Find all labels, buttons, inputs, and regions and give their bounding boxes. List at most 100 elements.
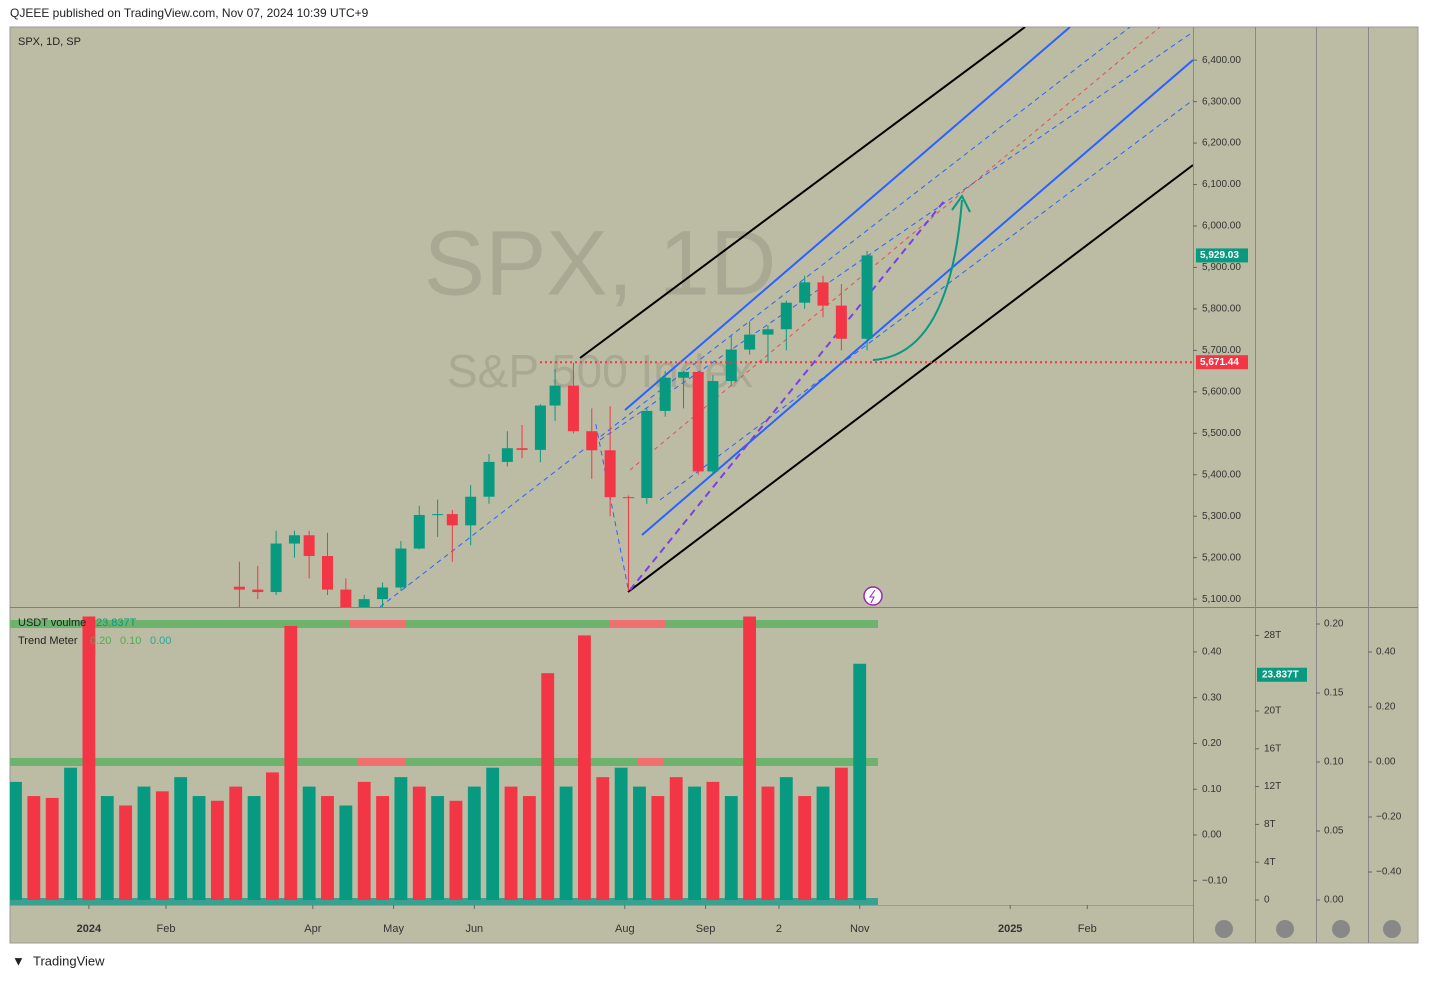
volume-bar bbox=[724, 796, 738, 900]
volume-bar bbox=[743, 616, 757, 900]
volume-bar bbox=[449, 800, 463, 900]
y-tick-label: 5,900.00 bbox=[1202, 262, 1241, 273]
candle-body bbox=[799, 282, 811, 303]
volume-bar bbox=[27, 796, 41, 900]
y-tick-label: 16T bbox=[1264, 743, 1281, 754]
volume-bar bbox=[339, 805, 353, 900]
x-tick-label: 2 bbox=[776, 923, 782, 935]
volume-bar bbox=[633, 786, 646, 900]
candle-body bbox=[413, 514, 425, 549]
price-pane bbox=[233, 250, 1193, 607]
candle-body bbox=[692, 371, 704, 472]
volume-bar bbox=[596, 777, 610, 900]
candle-body bbox=[516, 448, 528, 450]
volume-bar bbox=[210, 800, 224, 900]
event-icon[interactable] bbox=[863, 586, 883, 606]
trend-legend-value: 0.10 bbox=[120, 635, 141, 647]
trend-strip bbox=[10, 898, 878, 905]
publisher-header: QJEEE published on TradingView.com, Nov … bbox=[10, 6, 369, 20]
candle-body bbox=[835, 305, 847, 339]
x-tick-label: Aug bbox=[615, 923, 635, 935]
last-value-box bbox=[1257, 667, 1307, 682]
volume-bar bbox=[578, 635, 591, 900]
y-tick-label: 12T bbox=[1264, 781, 1281, 792]
volume-bar bbox=[467, 786, 481, 900]
trend-legend-value: 0.20 bbox=[90, 635, 111, 647]
volume-bar bbox=[247, 796, 261, 900]
candle-body bbox=[270, 543, 282, 593]
y-tick-label: 6,200.00 bbox=[1202, 138, 1241, 149]
volume-bar bbox=[155, 791, 169, 900]
y-tick-label: 6,400.00 bbox=[1202, 55, 1241, 66]
candle-body bbox=[340, 589, 352, 607]
watermark: SPX, 1D bbox=[424, 212, 777, 314]
volume-bar bbox=[706, 781, 720, 900]
y-tick-label: 0.00 bbox=[1202, 830, 1222, 841]
trend-strip-red bbox=[350, 620, 405, 628]
candle-body bbox=[861, 255, 873, 339]
volume-bar bbox=[688, 786, 701, 900]
volume-bar bbox=[651, 796, 665, 900]
axis-button[interactable] bbox=[1383, 920, 1401, 938]
candle-body bbox=[659, 377, 671, 411]
candle-body bbox=[567, 385, 579, 432]
y-tick-label: 0.30 bbox=[1202, 692, 1222, 703]
y-tick-label: −0.40 bbox=[1376, 867, 1402, 878]
y-tick-label: 0.15 bbox=[1324, 688, 1344, 699]
y-tick-label: 28T bbox=[1264, 630, 1281, 641]
y-tick-label: 0.40 bbox=[1376, 647, 1396, 658]
volume-bar bbox=[100, 796, 114, 900]
axis-button[interactable] bbox=[1215, 920, 1233, 938]
candle-body bbox=[549, 385, 561, 406]
y-tick-label: 5,500.00 bbox=[1202, 428, 1241, 439]
y-tick-label: 0.10 bbox=[1202, 784, 1222, 795]
y-tick-label: 6,300.00 bbox=[1202, 96, 1241, 107]
volume-bar bbox=[522, 796, 536, 900]
x-tick-label: Nov bbox=[850, 923, 870, 935]
level-label: 5,671.44 bbox=[1200, 357, 1239, 368]
volume-bar bbox=[64, 767, 77, 900]
trend-legend: Trend Meter bbox=[18, 635, 78, 647]
channel-line bbox=[624, 27, 1071, 411]
arrow-head bbox=[951, 194, 971, 213]
volume-bar bbox=[669, 777, 683, 900]
volume-pane bbox=[10, 616, 878, 905]
trend-strip-red bbox=[610, 620, 665, 628]
y-tick-label: 0.10 bbox=[1324, 757, 1344, 768]
candle-body bbox=[762, 329, 774, 335]
y-tick-label: 0.00 bbox=[1376, 757, 1396, 768]
y-tick-label: 0.20 bbox=[1376, 702, 1396, 713]
trend-strip-red bbox=[637, 758, 663, 766]
volume-bar bbox=[559, 786, 573, 900]
volume-bar bbox=[376, 796, 389, 900]
candle-body bbox=[483, 461, 495, 497]
volume-bar bbox=[834, 767, 848, 900]
channel-line bbox=[579, 27, 1026, 359]
volume-bar bbox=[798, 796, 812, 900]
y-tick-label: −0.10 bbox=[1202, 875, 1228, 886]
volume-bar bbox=[541, 673, 555, 900]
y-tick-label: −0.20 bbox=[1376, 812, 1402, 823]
symbol-legend: SPX, 1D, SP bbox=[18, 36, 81, 48]
axis-button[interactable] bbox=[1276, 920, 1294, 938]
y-tick-label: 5,100.00 bbox=[1202, 594, 1241, 605]
axis-button[interactable] bbox=[1332, 920, 1350, 938]
volume-bar bbox=[229, 786, 243, 900]
volume-bar bbox=[412, 786, 426, 900]
watermark-subtitle: S&P 500 Index bbox=[447, 345, 753, 397]
x-tick-label: Apr bbox=[304, 923, 321, 935]
forecast-arrow bbox=[872, 199, 963, 361]
y-tick-label: 6,000.00 bbox=[1202, 221, 1241, 232]
candle-body bbox=[780, 302, 792, 330]
brand: TradingView bbox=[33, 953, 105, 968]
x-tick-label: 2024 bbox=[77, 923, 102, 935]
candle-body bbox=[432, 514, 444, 516]
trend-strip-red bbox=[357, 758, 405, 766]
y-tick-label: 20T bbox=[1264, 706, 1281, 717]
y-tick-label: 5,300.00 bbox=[1202, 511, 1241, 522]
channel-line bbox=[627, 164, 1193, 593]
volume-bar bbox=[357, 781, 371, 900]
volume-bar bbox=[321, 796, 334, 900]
